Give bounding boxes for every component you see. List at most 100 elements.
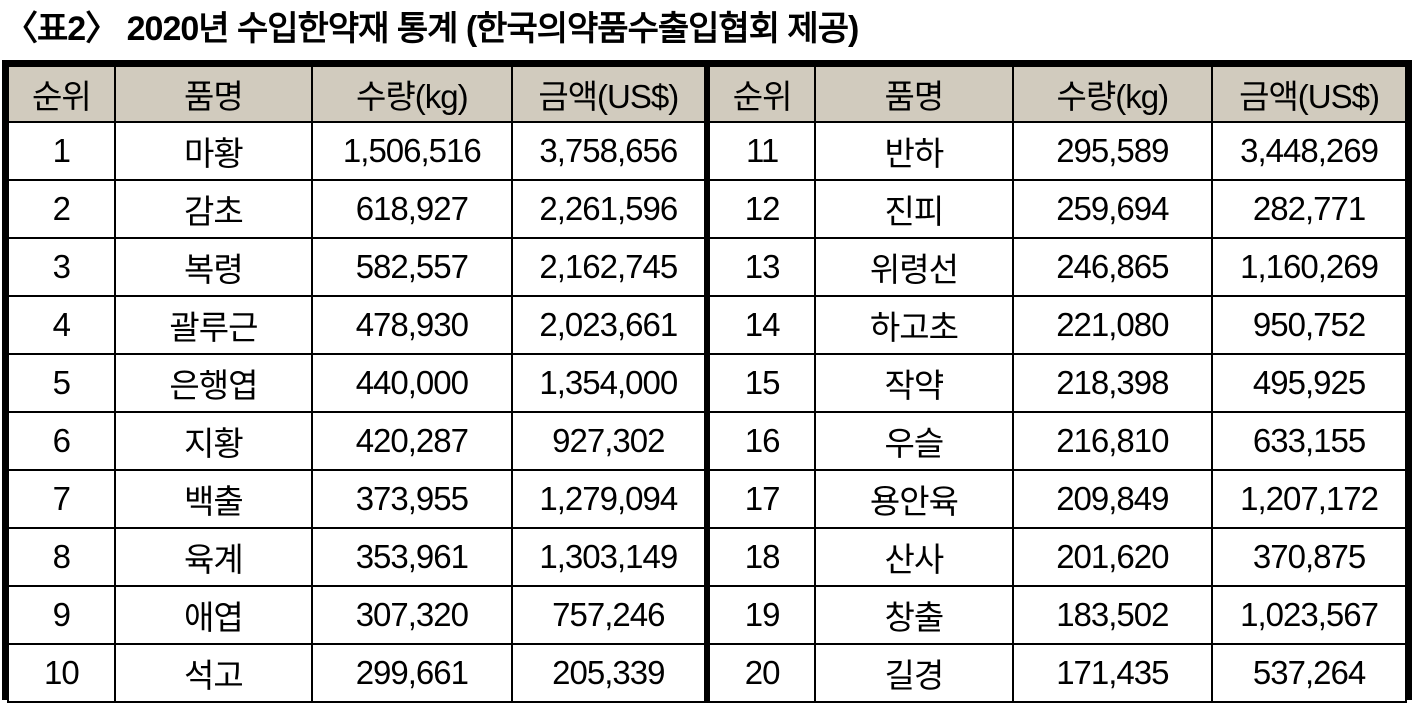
amount-cell: 1,303,149	[510, 527, 707, 587]
rank-cell: 3	[7, 237, 116, 297]
quantity-cell: 478,930	[311, 295, 513, 355]
header-row: 순위 품명 수량(kg) 금액(US$)	[7, 65, 707, 123]
name-cell: 우슬	[814, 411, 1014, 471]
quantity-cell: 201,620	[1011, 527, 1214, 587]
table-caption: 〈표2〉 2020년 수입한약재 통계 (한국의약품수출입협회 제공)	[4, 10, 859, 48]
header-rank: 순위	[7, 65, 116, 123]
table-row: 11 반하 295,589 3,448,269	[707, 121, 1407, 181]
rank-cell: 10	[7, 643, 116, 703]
rank-cell: 6	[7, 411, 116, 471]
rank-cell: 14	[707, 295, 817, 355]
rank-cell: 9	[7, 585, 116, 645]
table-row: 8 육계 353,961 1,303,149	[7, 527, 707, 587]
quantity-cell: 299,661	[311, 643, 513, 703]
table-row: 4 괄루근 478,930 2,023,661	[7, 295, 707, 355]
import-statistics-table: 순위 품명 수량(kg) 금액(US$) 1 마황 1,506,516 3,758,6…	[2, 60, 1412, 703]
rank-cell: 5	[7, 353, 116, 413]
quantity-cell: 373,955	[311, 469, 513, 529]
rank-cell: 11	[707, 121, 817, 181]
name-cell: 괄루근	[113, 295, 314, 355]
name-cell: 감초	[113, 179, 314, 239]
name-cell: 복령	[113, 237, 314, 297]
rank-cell: 4	[7, 295, 116, 355]
quantity-cell: 246,865	[1011, 237, 1214, 297]
quantity-cell: 216,810	[1011, 411, 1214, 471]
table-row: 17 용안육 209,849 1,207,172	[707, 469, 1407, 529]
rank-cell: 13	[707, 237, 817, 297]
quantity-cell: 221,080	[1011, 295, 1214, 355]
amount-cell: 282,771	[1211, 179, 1407, 239]
quantity-cell: 295,589	[1011, 121, 1214, 181]
quantity-cell: 259,694	[1011, 179, 1214, 239]
rank-cell: 7	[7, 469, 116, 529]
table-right-half: 순위 품명 수량(kg) 금액(US$) 11 반하 295,589 3,448,26…	[707, 65, 1407, 703]
name-cell: 위령선	[814, 237, 1014, 297]
amount-cell: 1,023,567	[1211, 585, 1407, 645]
quantity-cell: 307,320	[311, 585, 513, 645]
table-row: 5 은행엽 440,000 1,354,000	[7, 353, 707, 413]
rank-cell: 1	[7, 121, 116, 181]
rank-cell: 18	[707, 527, 817, 587]
amount-cell: 3,448,269	[1211, 121, 1407, 181]
amount-cell: 2,023,661	[510, 295, 707, 355]
rank-cell: 15	[707, 353, 817, 413]
name-cell: 마황	[113, 121, 314, 181]
rank-cell: 16	[707, 411, 817, 471]
amount-cell: 537,264	[1211, 643, 1407, 703]
table-row: 19 창출 183,502 1,023,567	[707, 585, 1407, 645]
amount-cell: 633,155	[1211, 411, 1407, 471]
rank-cell: 8	[7, 527, 116, 587]
quantity-cell: 171,435	[1011, 643, 1214, 703]
header-amount: 금액(US$)	[1211, 65, 1407, 123]
name-cell: 육계	[113, 527, 314, 587]
amount-cell: 1,160,269	[1211, 237, 1407, 297]
header-amount: 금액(US$)	[510, 65, 707, 123]
name-cell: 용안육	[814, 469, 1014, 529]
table-row: 10 석고 299,661 205,339	[7, 643, 707, 703]
header-name: 품명	[814, 65, 1014, 123]
table-row: 9 애엽 307,320 757,246	[7, 585, 707, 645]
amount-cell: 205,339	[510, 643, 707, 703]
header-row: 순위 품명 수량(kg) 금액(US$)	[707, 65, 1407, 123]
name-cell: 석고	[113, 643, 314, 703]
amount-cell: 2,162,745	[510, 237, 707, 297]
table-row: 7 백출 373,955 1,279,094	[7, 469, 707, 529]
name-cell: 애엽	[113, 585, 314, 645]
rank-cell: 17	[707, 469, 817, 529]
amount-cell: 1,354,000	[510, 353, 707, 413]
name-cell: 하고초	[814, 295, 1014, 355]
table-row: 13 위령선 246,865 1,160,269	[707, 237, 1407, 297]
header-quantity: 수량(kg)	[311, 65, 513, 123]
table-row: 6 지황 420,287 927,302	[7, 411, 707, 471]
header-quantity: 수량(kg)	[1011, 65, 1214, 123]
name-cell: 창출	[814, 585, 1014, 645]
rank-cell: 2	[7, 179, 116, 239]
header-name: 품명	[113, 65, 314, 123]
name-cell: 작약	[814, 353, 1014, 413]
amount-cell: 1,279,094	[510, 469, 707, 529]
rank-cell: 20	[707, 643, 817, 703]
name-cell: 은행엽	[113, 353, 314, 413]
table-row: 20 길경 171,435 537,264	[707, 643, 1407, 703]
rank-cell: 12	[707, 179, 817, 239]
table-row: 15 작약 218,398 495,925	[707, 353, 1407, 413]
name-cell: 산사	[814, 527, 1014, 587]
quantity-cell: 1,506,516	[311, 121, 513, 181]
quantity-cell: 209,849	[1011, 469, 1214, 529]
quantity-cell: 618,927	[311, 179, 513, 239]
name-cell: 길경	[814, 643, 1014, 703]
table-row: 16 우슬 216,810 633,155	[707, 411, 1407, 471]
amount-cell: 2,261,596	[510, 179, 707, 239]
table-row: 2 감초 618,927 2,261,596	[7, 179, 707, 239]
quantity-cell: 218,398	[1011, 353, 1214, 413]
name-cell: 진피	[814, 179, 1014, 239]
amount-cell: 3,758,656	[510, 121, 707, 181]
table-row: 18 산사 201,620 370,875	[707, 527, 1407, 587]
quantity-cell: 353,961	[311, 527, 513, 587]
amount-cell: 1,207,172	[1211, 469, 1407, 529]
table-row: 1 마황 1,506,516 3,758,656	[7, 121, 707, 181]
name-cell: 백출	[113, 469, 314, 529]
table-row: 12 진피 259,694 282,771	[707, 179, 1407, 239]
amount-cell: 757,246	[510, 585, 707, 645]
